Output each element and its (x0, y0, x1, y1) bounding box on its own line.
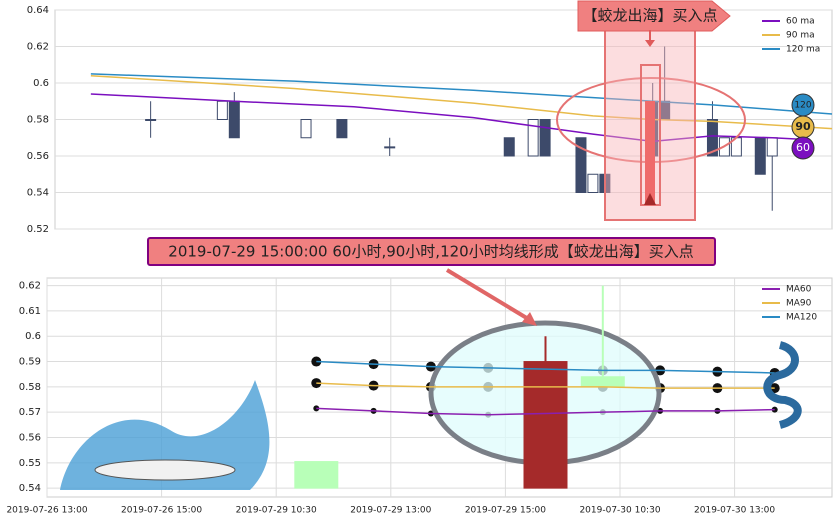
candle-body (587, 173, 599, 193)
candle-body (503, 137, 515, 157)
top-annotation: 【蛟龙出海】买入点 (582, 7, 717, 25)
ma-line (90, 93, 809, 143)
ma-line (316, 407, 775, 416)
banner-arrow (445, 268, 532, 322)
legend-label: MA60 (786, 285, 812, 295)
end-label: 120 (794, 101, 811, 111)
x-tick-label: 2019-07-26 15:00 (121, 506, 202, 516)
candle-body (300, 119, 312, 139)
x-tick-label: 2019-07-29 10:30 (236, 506, 317, 516)
candle-body (294, 461, 339, 489)
candle-body (766, 137, 778, 157)
legend-label: 90 ma (786, 31, 815, 41)
candle-body (539, 119, 551, 157)
x-tick-label: 2019-07-29 15:00 (465, 506, 546, 516)
x-tick-label: 2019-07-29 13:00 (350, 506, 431, 516)
x-tick-label: 2019-07-30 10:30 (579, 506, 660, 516)
ma-line (316, 382, 775, 389)
y-tick-label: 0.58 (19, 382, 41, 393)
candle-body (145, 119, 157, 121)
banner-arrow-head (645, 40, 655, 47)
ma-line (90, 73, 833, 115)
y-tick-label: 0.54 (19, 483, 41, 494)
end-badge (791, 136, 815, 160)
candle-body (384, 146, 396, 149)
bottom-banner (147, 237, 716, 266)
candle-body (754, 137, 766, 175)
y-tick-label: 0.64 (27, 5, 49, 16)
banner-arrow-head (522, 312, 537, 326)
end-label: 90 (795, 120, 811, 133)
y-tick-label: 0.58 (27, 115, 49, 126)
y-tick-label: 0.56 (27, 151, 49, 162)
bottom-annotation: 2019-07-29 15:00:00 60小时,90小时,120小时均线形成【… (168, 243, 693, 261)
candle-body (527, 119, 539, 157)
bottom-chart: MA60 MA90 MA120 (294, 285, 817, 489)
legend-label: 60 ma (786, 17, 815, 27)
candle-body (580, 376, 625, 388)
y-tick-label: 0.61 (19, 306, 41, 317)
legend-label: 120 ma (786, 45, 820, 55)
end-label: 60 (796, 141, 810, 154)
signal-bar (645, 101, 655, 205)
candle-body (336, 119, 348, 139)
y-tick-label: 0.59 (19, 357, 41, 368)
candle-body (228, 100, 240, 139)
x-tick-label: 2019-07-26 13:00 (6, 506, 87, 516)
y-tick-label: 0.62 (27, 42, 49, 53)
y-tick-label: 0.56 (19, 433, 41, 444)
y-tick-label: 0.52 (27, 224, 49, 235)
ma-line (316, 360, 775, 374)
x-tick-label: 2019-07-30 13:00 (694, 506, 775, 516)
candle-body (216, 100, 228, 120)
surfboard-decoration (94, 459, 236, 481)
candle-body (575, 137, 587, 193)
candle-body (706, 119, 718, 157)
y-tick-label: 0.6 (25, 331, 41, 342)
legend-label: MA120 (786, 313, 817, 323)
y-tick-label: 0.54 (27, 188, 49, 199)
y-tick-label: 0.55 (19, 458, 41, 469)
y-tick-label: 0.6 (33, 78, 49, 89)
candle-body (523, 361, 568, 489)
dragon-decoration (763, 341, 802, 429)
legend-label: MA90 (786, 299, 812, 309)
signal-triangle (644, 193, 656, 205)
ma-line (90, 74, 833, 130)
top-banner (577, 0, 731, 32)
y-tick-label: 0.62 (19, 281, 41, 292)
y-tick-label: 0.57 (19, 407, 41, 418)
wave-decoration (60, 380, 270, 490)
